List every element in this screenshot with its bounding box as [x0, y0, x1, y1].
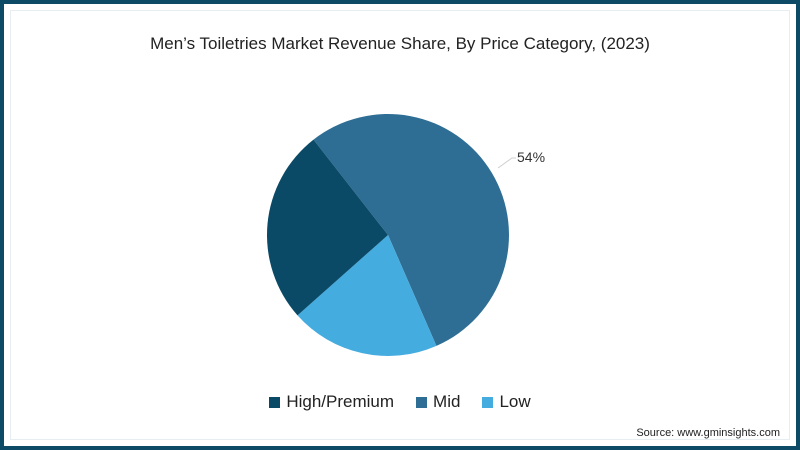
legend: High/Premium Mid Low: [0, 392, 800, 412]
chart-title: Men’s Toiletries Market Revenue Share, B…: [150, 34, 650, 53]
mid-data-label: 54%: [517, 149, 545, 165]
legend-item-mid: Mid: [416, 392, 460, 412]
pie-slice-mid: [313, 114, 509, 346]
swatch-mid-icon: [416, 396, 428, 408]
legend-label-high-premium: High/Premium: [286, 392, 395, 411]
legend-item-high-premium: High/Premium: [269, 392, 394, 412]
pie-slice-low: [297, 235, 437, 356]
source-note: Source: www.gminsights.com: [636, 427, 780, 439]
swatch-high-premium-icon: [269, 396, 281, 408]
legend-label-low: Low: [499, 392, 531, 411]
data-label-leader-line: [497, 157, 516, 169]
pie-slices: [266, 114, 509, 356]
legend-item-low: Low: [482, 392, 531, 412]
pie-slice-high-premium: [266, 139, 388, 316]
swatch-low-icon: [482, 396, 494, 408]
legend-label-mid: Mid: [433, 392, 461, 411]
